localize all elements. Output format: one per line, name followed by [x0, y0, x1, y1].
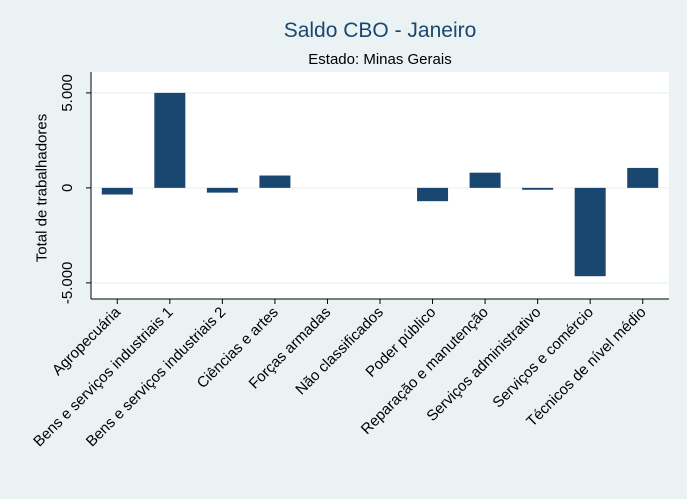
- y-tick-label-1: 0: [59, 184, 76, 192]
- bar-8: [522, 187, 554, 190]
- bar-10: [627, 167, 659, 188]
- y-tick-label-2: 5.000: [59, 74, 76, 112]
- bar-3: [259, 175, 291, 188]
- bar-0: [101, 187, 133, 195]
- x-tick-label-5: Não classificados: [292, 304, 387, 399]
- y-tick-label-0: -5.000: [59, 262, 76, 305]
- bar-1: [154, 92, 186, 188]
- bar-9: [574, 187, 606, 277]
- plot-area: [91, 72, 669, 299]
- chart-title: Saldo CBO - Janeiro: [283, 19, 477, 42]
- bar-2: [206, 187, 238, 193]
- bar-6: [417, 187, 449, 202]
- x-tick-label-9: Serviços e comércio: [489, 304, 597, 412]
- chart-subtitle: Estado: Minas Gerais: [308, 51, 452, 68]
- bar-7: [469, 172, 501, 188]
